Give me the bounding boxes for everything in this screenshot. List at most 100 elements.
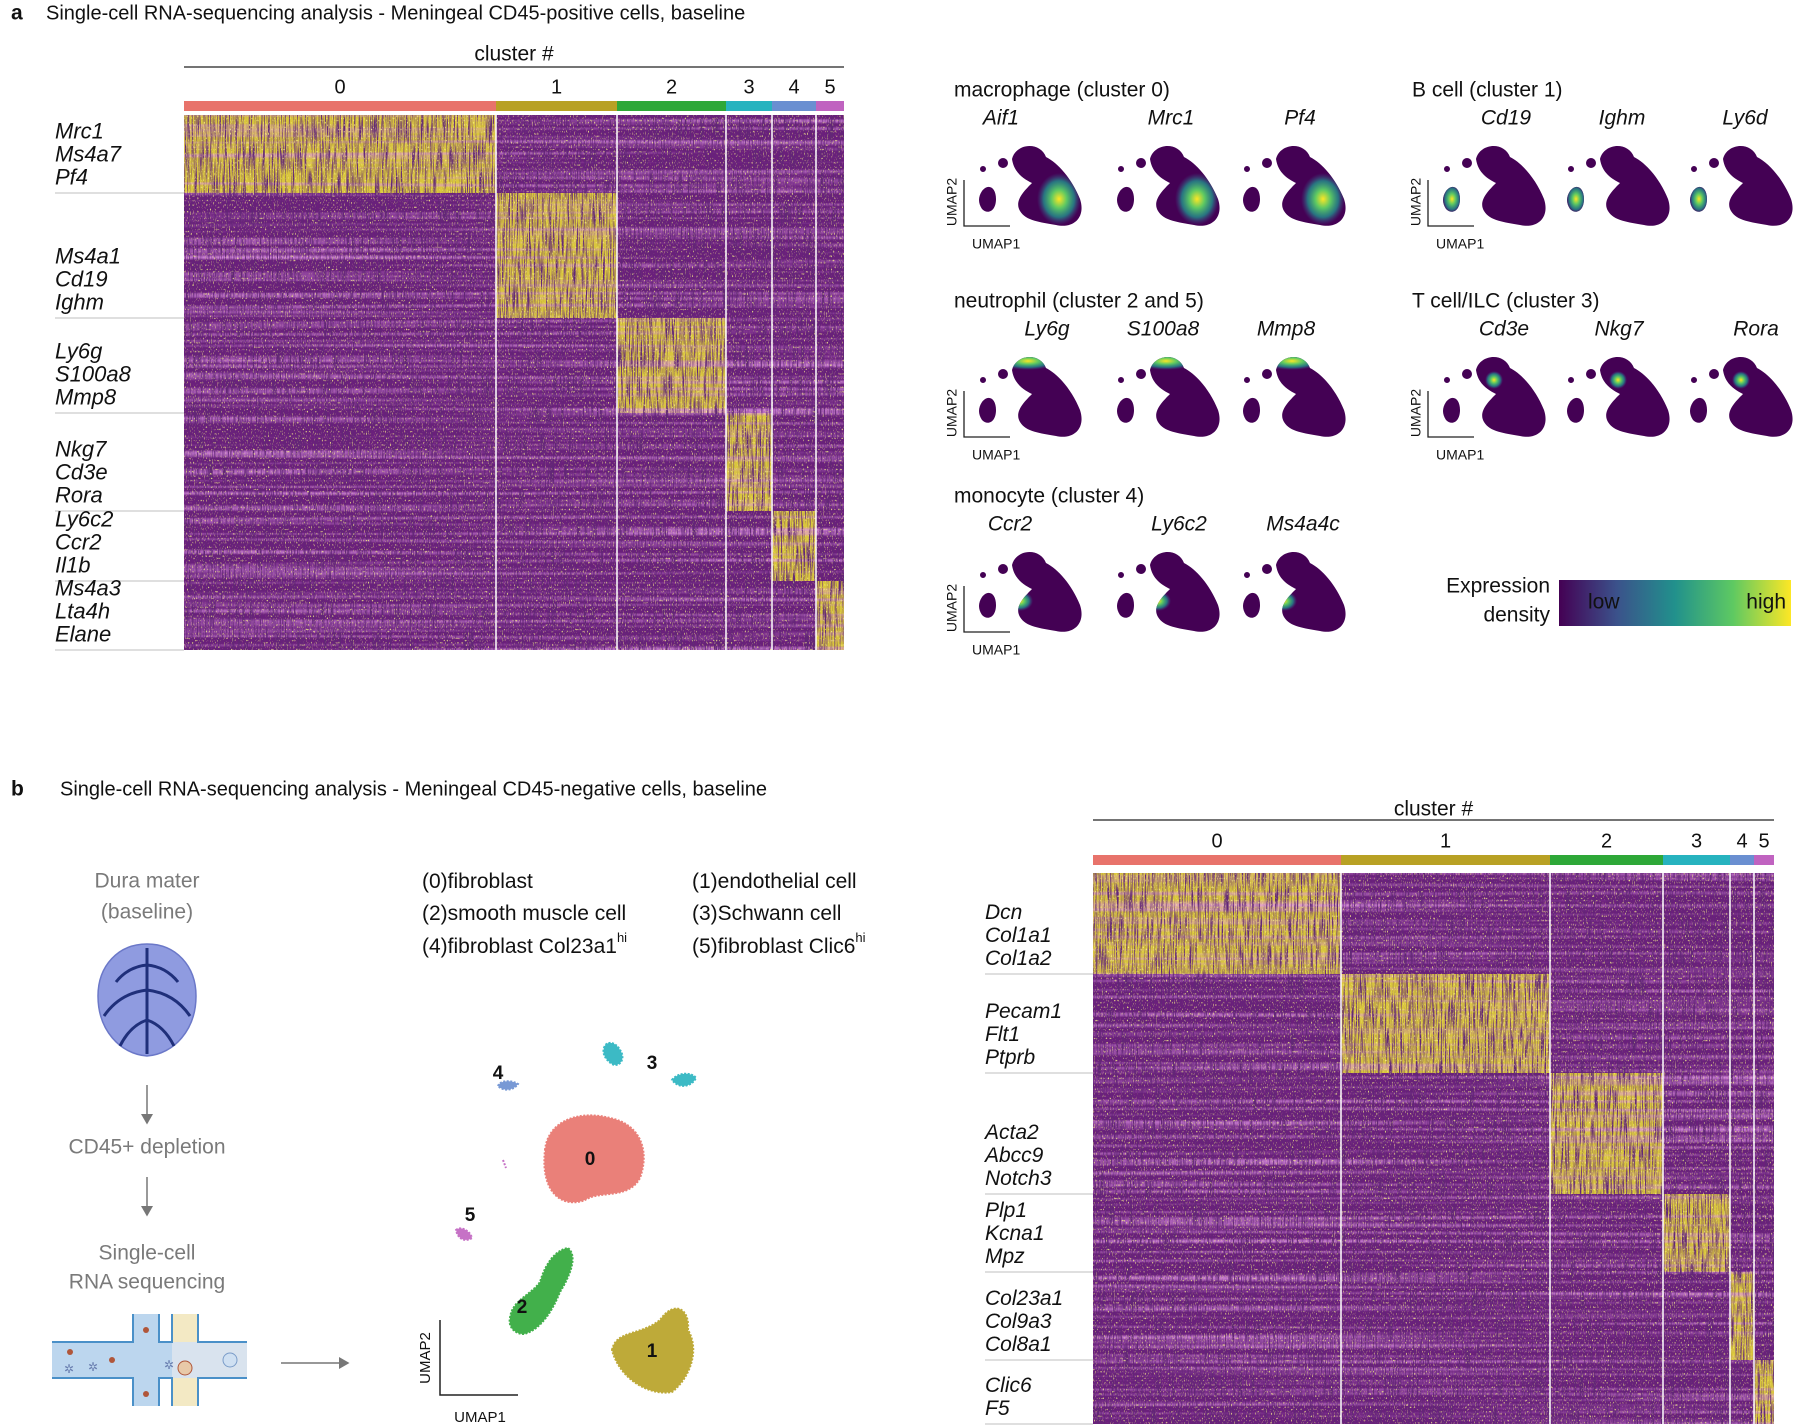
- gene-label: Kcna1: [985, 1222, 1045, 1245]
- panel-label: b: [11, 778, 24, 801]
- umap-axes: [1427, 391, 1474, 438]
- legend-item: (2)smooth muscle cell: [422, 902, 626, 925]
- umap-plot: [979, 356, 1082, 437]
- panel-title: Single-cell RNA-sequencing analysis - Me…: [46, 2, 745, 24]
- cluster-bar: [496, 101, 617, 111]
- cluster-bar: [1550, 855, 1663, 865]
- gene-label: Flt1: [985, 1023, 1020, 1046]
- workflow-text: Single-cell: [99, 1242, 196, 1265]
- gene-label: Il1b: [55, 552, 90, 577]
- gene-label: Ighm: [1599, 107, 1646, 130]
- workflow: Dura mater (baseline) CD45+ depletion Si…: [52, 870, 350, 1406]
- umap-cells: [1690, 145, 1793, 226]
- cluster-bar: [1754, 855, 1774, 865]
- umap-plot: [1117, 145, 1220, 226]
- colorbar-low: low: [1588, 591, 1620, 614]
- cluster-label: 2: [517, 1297, 528, 1318]
- umap-hotspot: [1732, 371, 1750, 389]
- umap-cells: [1243, 551, 1346, 632]
- feature-plot-title: macrophage (cluster 0): [954, 79, 1170, 102]
- umap-plot: [1690, 356, 1793, 437]
- legend-text: (3)Schwann cell: [692, 902, 841, 925]
- legend-text: (4)fibroblast Col23a1: [422, 935, 617, 958]
- gene-label: Col1a1: [985, 924, 1052, 947]
- axis-label: UMAP2: [944, 584, 960, 632]
- legend-superscript: hi: [855, 930, 865, 945]
- umap-hotspot: [1301, 173, 1345, 225]
- cluster-bar: [1093, 855, 1341, 865]
- umap-cluster: [602, 1042, 698, 1087]
- heatmap-texture: [1093, 873, 1774, 1424]
- umap-cells: [1443, 356, 1546, 437]
- gene-label: Elane: [55, 621, 111, 646]
- gene-label: Col8a1: [985, 1333, 1052, 1356]
- legend-item: (1)endothelial cell: [692, 870, 857, 893]
- umap-plot: [979, 551, 1082, 632]
- gene-label: Cd3e: [55, 459, 108, 484]
- gene-label: Mmp8: [55, 384, 117, 409]
- umap-hotspot: [1271, 591, 1297, 611]
- umap-plot: [1567, 145, 1670, 226]
- cluster-label: 2: [1601, 830, 1612, 852]
- umap-cluster: [543, 1114, 645, 1204]
- umap-hotspot: [1145, 591, 1171, 611]
- workflow-text: CD45+ depletion: [68, 1136, 225, 1159]
- legend-text: (2)smooth muscle cell: [422, 902, 626, 925]
- cluster-label: 1: [551, 76, 562, 98]
- gene-label: Ighm: [55, 289, 104, 314]
- umap-hotspot: [1567, 184, 1586, 214]
- gene-label: Ms4a7: [55, 141, 122, 166]
- cluster-label: 3: [647, 1053, 658, 1074]
- umap-hotspot: [1609, 371, 1627, 389]
- umap-plot: [1117, 551, 1220, 632]
- umap-hotspot: [998, 356, 1058, 370]
- gene-label: Pf4: [55, 164, 88, 189]
- umap-cluster: [496, 1080, 520, 1091]
- axis-label: UMAP1: [454, 1409, 506, 1426]
- axis-title: cluster #: [1394, 798, 1474, 821]
- gene-label: Dcn: [985, 901, 1022, 924]
- umap-plot: [1243, 356, 1346, 437]
- gene-label: S100a8: [55, 361, 132, 386]
- umap-hotspot: [1136, 356, 1196, 370]
- colorbar-high: high: [1746, 591, 1786, 614]
- workflow-text: Dura mater: [94, 870, 199, 893]
- brain-icon: [97, 943, 197, 1057]
- cluster-label: 0: [334, 76, 345, 98]
- gene-label: Rora: [55, 482, 103, 507]
- umap-plot: [1243, 145, 1346, 226]
- cluster-label: 0: [585, 1149, 596, 1170]
- gene-label: Pf4: [1284, 107, 1316, 130]
- colorbar-title: density: [1483, 604, 1550, 627]
- gene-label: Ptprb: [985, 1046, 1036, 1069]
- axis-label: UMAP1: [972, 447, 1020, 463]
- umap-cells: [1567, 356, 1670, 437]
- umap-axes: [963, 391, 1010, 438]
- umap-hotspot: [1007, 591, 1033, 611]
- cluster-bar: [1341, 855, 1550, 865]
- umap-axes: [439, 1320, 518, 1396]
- axis-label: UMAP2: [944, 178, 960, 226]
- gene-label: Mpz: [985, 1245, 1025, 1268]
- cluster-bar: [1663, 855, 1730, 865]
- gene-label: Col1a2: [985, 947, 1052, 970]
- gene-label: Pecam1: [985, 1000, 1062, 1023]
- cluster-label: 4: [1736, 830, 1747, 852]
- gene-label: Nkg7: [1594, 318, 1644, 341]
- cluster-label: 1: [647, 1341, 658, 1362]
- cluster-bar: [726, 101, 772, 111]
- gene-label: Ly6g: [1024, 318, 1069, 341]
- umap-cluster: [454, 1159, 507, 1241]
- gene-label: Ly6c2: [1151, 513, 1207, 536]
- cluster-label: 3: [1691, 830, 1702, 852]
- axis-label: UMAP2: [417, 1332, 434, 1384]
- axis-title: cluster #: [474, 43, 554, 66]
- umap-hotspot: [1175, 173, 1219, 225]
- umap-axes: [1427, 180, 1474, 227]
- umap-hotspot: [1262, 356, 1322, 370]
- cluster-bar: [816, 101, 844, 111]
- axis-label: UMAP1: [1436, 447, 1484, 463]
- panel-title: Single-cell RNA-sequencing analysis - Me…: [60, 778, 767, 800]
- feature-plot-title: B cell (cluster 1): [1412, 79, 1563, 102]
